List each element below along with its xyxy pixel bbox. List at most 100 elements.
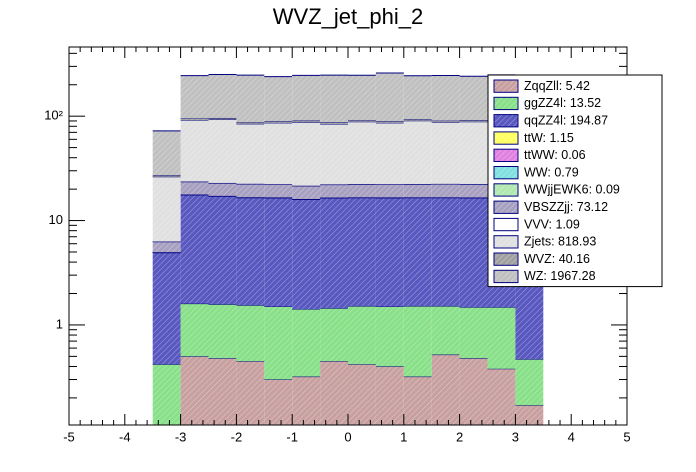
bar-segment <box>459 184 488 198</box>
legend-label: VVV: 1.09 <box>524 217 580 231</box>
bar-segment <box>375 366 404 425</box>
bar-segment <box>292 122 321 186</box>
x-tick-label: -5 <box>63 429 75 444</box>
bar-segment <box>208 119 237 183</box>
x-tick-label: -3 <box>175 429 187 444</box>
legend-label: qqZZ4l: 194.87 <box>524 114 608 128</box>
bar-segment <box>236 197 265 306</box>
bar-segment <box>403 75 432 120</box>
bar-segment <box>320 122 348 124</box>
bar-segment <box>152 175 181 177</box>
legend-swatch <box>493 148 519 162</box>
bar-segment <box>152 241 181 253</box>
bar-segment <box>152 130 181 176</box>
bar-segment <box>348 305 376 365</box>
legend-swatch <box>493 217 519 232</box>
bar-segment <box>236 305 265 362</box>
bar-segment <box>180 75 209 119</box>
bar-segment <box>459 120 488 122</box>
legend-swatch <box>493 269 519 284</box>
bar-segment <box>292 185 321 200</box>
chart-title: WVZ_jet_phi_2 <box>273 4 423 29</box>
x-tick-label: 4 <box>568 429 575 444</box>
legend-swatch <box>493 200 519 214</box>
x-tick-label: 5 <box>623 429 630 444</box>
x-tick-label: -4 <box>119 429 131 444</box>
bar-segment <box>180 120 209 182</box>
bar-segment <box>152 252 181 365</box>
bar-segment <box>152 364 181 425</box>
bar-segment <box>403 184 432 198</box>
x-tick-label: 2 <box>456 429 463 444</box>
bar-segment <box>236 75 265 123</box>
bar-segment <box>208 117 237 120</box>
bar-segment <box>236 183 265 198</box>
bar-segment <box>431 122 460 184</box>
legend-label: WWjjEWK6: 0.09 <box>524 183 620 197</box>
legend-swatch <box>493 166 519 180</box>
bar-segment <box>320 308 348 362</box>
bar-segment <box>348 197 376 306</box>
bar-segment <box>180 194 209 304</box>
x-tick-label: 3 <box>512 429 519 444</box>
bar-segment <box>431 354 460 425</box>
bar-segment <box>375 184 404 198</box>
bar-segment <box>348 120 376 122</box>
bar-segment <box>375 121 404 123</box>
bar-segment <box>459 197 488 308</box>
legend-label: ZqqZll: 5.42 <box>524 79 590 93</box>
bar-segment <box>264 379 293 425</box>
legend-label: ttW: 1.15 <box>524 131 574 145</box>
x-tick-label: 0 <box>344 429 351 444</box>
x-tick-label: -2 <box>231 429 243 444</box>
y-tick-label: 10² <box>44 108 63 123</box>
bar-segment <box>487 368 516 425</box>
legend-label: VBSZZjj: 73.12 <box>524 200 608 214</box>
bar-segment <box>264 122 293 185</box>
legend-swatch <box>493 114 519 128</box>
x-tick-label: -1 <box>286 429 298 444</box>
y-tick-label: 1 <box>56 316 63 331</box>
bar-segment <box>320 184 348 198</box>
bar-segment <box>292 309 321 377</box>
bar-segment <box>236 122 265 124</box>
legend-label: WVZ: 40.16 <box>524 252 590 266</box>
bar-segment <box>180 356 209 425</box>
bar-segment <box>236 123 265 184</box>
bar-segment <box>320 197 348 309</box>
legend-label: WW: 0.79 <box>524 165 579 179</box>
bar-segment <box>180 118 209 121</box>
bar-segment <box>459 121 488 185</box>
bar-segment <box>515 359 544 406</box>
bar-segment <box>403 197 432 306</box>
legend-swatch <box>493 79 519 93</box>
bar-segment <box>180 181 209 195</box>
legend-swatch <box>493 96 519 111</box>
bar-segment <box>403 120 432 185</box>
bar-segment <box>264 197 293 307</box>
bar-segment <box>152 176 181 242</box>
legend-swatch <box>493 183 519 197</box>
bar-segment <box>348 184 376 198</box>
bar-segment <box>375 306 404 367</box>
bar-segment <box>208 196 237 305</box>
bar-segment <box>208 74 237 118</box>
bar-segment <box>292 75 321 121</box>
bar-segment <box>431 75 460 121</box>
bar-segment <box>292 199 321 310</box>
bar-segment <box>292 120 321 123</box>
bar-segment <box>264 306 293 380</box>
bar-segment <box>320 75 348 123</box>
y-tick-label: 10 <box>49 212 63 227</box>
bar-segment <box>180 303 209 357</box>
bar-segment <box>431 184 460 198</box>
bar-segment <box>375 122 404 185</box>
bar-segment <box>487 307 516 369</box>
legend-swatch <box>493 252 519 266</box>
bar-segment <box>459 76 488 121</box>
bar-segment <box>375 72 404 122</box>
bar-segment <box>348 75 376 121</box>
legend-label: ttWW: 0.06 <box>524 148 586 162</box>
bar-segment <box>208 304 237 359</box>
bar-segment <box>515 405 544 425</box>
